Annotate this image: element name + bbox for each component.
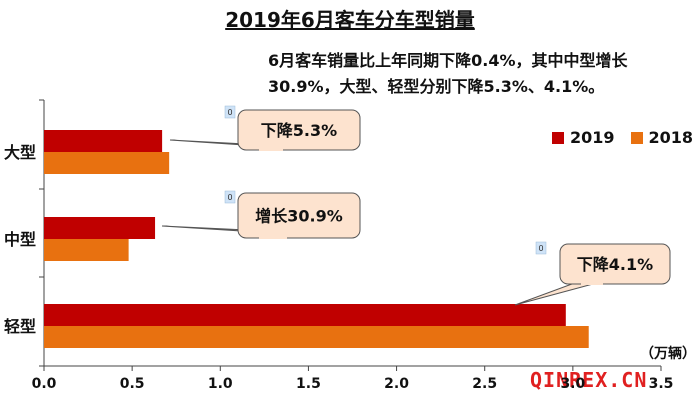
category-label-0: 大型 xyxy=(4,143,36,162)
callout-box-1 xyxy=(237,192,361,239)
callout-text-0: 下降5.3% xyxy=(261,121,337,140)
bar-2018-2 xyxy=(44,326,589,348)
callout-tag-label-0: 0 xyxy=(227,108,232,117)
category-label-2: 轻型 xyxy=(4,317,36,336)
x-axis-unit-label: （万辆） xyxy=(640,345,696,362)
legend-label-2018: 2018 xyxy=(648,128,694,147)
callout-text-1: 增长30.9% xyxy=(255,207,343,226)
legend-item-2019: 2019 xyxy=(552,128,615,147)
callout-box-0 xyxy=(237,109,361,151)
bar-2019-0 xyxy=(44,130,163,152)
x-tick-label-5: 2.5 xyxy=(472,376,497,392)
callout-text-2: 下降4.1% xyxy=(577,255,653,274)
callout-tag-1 xyxy=(224,190,236,204)
x-tick-label-6: 3.0 xyxy=(560,376,585,392)
bar-2019-2 xyxy=(44,304,566,326)
category-label-1: 中型 xyxy=(4,230,36,249)
summary-note: 6月客车销量比上年同期下降0.4%，其中中型增长30.9%，大型、轻型分别下降5… xyxy=(268,51,628,96)
legend-swatch-2019 xyxy=(552,131,564,144)
callout-box-2 xyxy=(559,243,671,285)
x-tick-label-4: 2.0 xyxy=(384,376,409,392)
bar-2018-1 xyxy=(44,239,129,261)
bar-2019-1 xyxy=(44,217,156,239)
callout-tag-label-1: 0 xyxy=(227,193,232,202)
callout-tag-2 xyxy=(535,241,547,255)
x-tick-label-1: 0.5 xyxy=(120,376,145,392)
legend-item-2018: 2018 xyxy=(630,128,694,147)
x-tick-label-7: 3.5 xyxy=(649,376,674,392)
legend: 2019 2018 xyxy=(552,128,693,147)
x-tick-label-3: 1.5 xyxy=(296,376,321,392)
callout-tag-0 xyxy=(224,105,236,119)
x-tick-label-2: 1.0 xyxy=(208,376,233,392)
chart-title: 2019年6月客车分车型销量 xyxy=(225,8,475,32)
callout-tag-label-2: 0 xyxy=(538,244,543,253)
legend-label-2019: 2019 xyxy=(570,128,615,147)
bar-2018-0 xyxy=(44,152,170,174)
x-tick-label-0: 0.0 xyxy=(32,376,57,392)
legend-swatch-2018 xyxy=(630,131,643,144)
watermark: QINREX.CN xyxy=(530,368,648,392)
